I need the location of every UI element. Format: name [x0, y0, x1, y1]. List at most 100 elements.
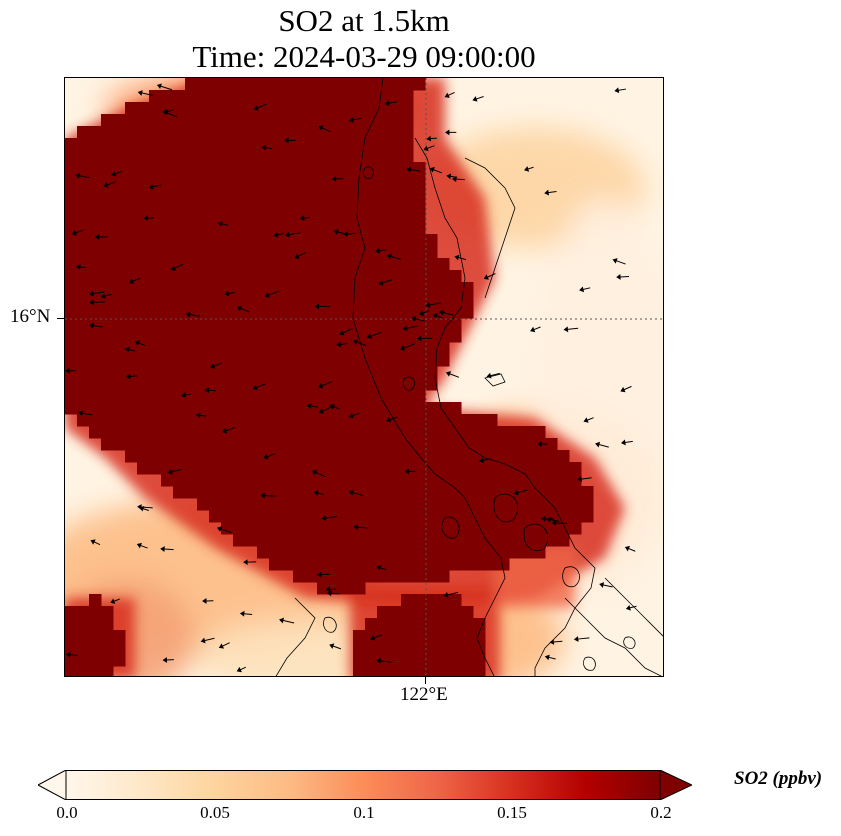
so2-cell — [65, 258, 78, 271]
map-title-line2: Time: 2024-03-29 09:00:00 — [192, 39, 536, 74]
so2-cell — [413, 438, 426, 451]
so2-cell — [209, 234, 222, 247]
so2-cell — [305, 366, 318, 379]
so2-cell — [209, 114, 222, 127]
so2-cell — [197, 402, 210, 415]
so2-cell — [209, 402, 222, 415]
so2-cell — [461, 522, 474, 535]
so2-cell — [341, 126, 354, 139]
so2-cell — [137, 138, 150, 151]
so2-cell — [425, 330, 438, 343]
so2-cell — [77, 306, 90, 319]
so2-cell — [269, 474, 282, 487]
wind-vector — [113, 598, 120, 602]
so2-cell — [161, 366, 174, 379]
so2-cell — [389, 126, 402, 139]
so2-cell — [185, 186, 198, 199]
so2-cell — [389, 282, 402, 295]
so2-cell — [269, 414, 282, 427]
so2-cell — [341, 354, 354, 367]
wind-vector-head — [253, 105, 259, 111]
so2-cell — [521, 486, 534, 499]
so2-cell — [173, 198, 186, 211]
so2-cell — [365, 510, 378, 523]
so2-cell — [149, 426, 162, 439]
so2-cell — [413, 210, 426, 223]
so2-cell — [245, 186, 258, 199]
so2-cell — [269, 306, 282, 319]
so2-cell — [89, 390, 102, 403]
so2-cell — [257, 114, 270, 127]
so2-cell — [329, 234, 342, 247]
so2-cell — [245, 462, 258, 475]
so2-cell — [365, 138, 378, 151]
wind-vector-head — [620, 386, 626, 393]
so2-cell — [425, 546, 438, 559]
so2-cell — [449, 402, 462, 415]
so2-cell — [173, 234, 186, 247]
so2-cell — [89, 198, 102, 211]
so2-cell — [233, 210, 246, 223]
so2-cell — [125, 174, 138, 187]
so2-cell — [257, 282, 270, 295]
so2-cell — [365, 414, 378, 427]
map-panel[interactable] — [64, 77, 664, 677]
so2-cell — [293, 486, 306, 499]
so2-cell — [233, 102, 246, 115]
so2-cell — [341, 366, 354, 379]
so2-cell — [269, 198, 282, 211]
wind-vector — [325, 516, 337, 519]
so2-cell — [269, 402, 282, 415]
so2-cell — [449, 462, 462, 475]
so2-cell — [233, 402, 246, 415]
so2-cell — [329, 378, 342, 391]
so2-cell — [197, 222, 210, 235]
so2-cell — [365, 258, 378, 271]
so2-cell — [353, 534, 366, 547]
so2-cell — [245, 306, 258, 319]
so2-cell — [65, 630, 78, 643]
so2-cell — [305, 486, 318, 499]
so2-cell — [413, 162, 426, 175]
so2-cell — [413, 258, 426, 271]
so2-cell — [149, 102, 162, 115]
so2-cell — [365, 402, 378, 415]
so2-cell — [293, 570, 306, 583]
so2-cell — [389, 546, 402, 559]
so2-cell — [257, 354, 270, 367]
so2-cell — [317, 366, 330, 379]
wind-vector — [243, 613, 253, 615]
so2-cell — [353, 198, 366, 211]
so2-cell — [425, 642, 438, 655]
so2-cell — [353, 402, 366, 415]
so2-cell — [221, 462, 234, 475]
so2-cell — [113, 114, 126, 127]
wind-vector-head — [378, 279, 384, 286]
so2-cell — [197, 354, 210, 367]
so2-cell — [101, 330, 114, 343]
so2-cell — [365, 174, 378, 187]
so2-cell — [233, 474, 246, 487]
so2-cell — [137, 270, 150, 283]
colorbar-tick-3: 0.15 — [497, 803, 527, 822]
so2-cell — [425, 258, 438, 271]
so2-cell — [389, 666, 402, 676]
so2-cell — [149, 270, 162, 283]
so2-cell — [377, 126, 390, 139]
so2-cell — [221, 414, 234, 427]
so2-cell — [365, 618, 378, 631]
so2-cell — [269, 342, 282, 355]
wind-vector-head — [445, 371, 452, 377]
so2-cell — [221, 342, 234, 355]
so2-cell — [113, 270, 126, 283]
so2-cell — [281, 318, 294, 331]
so2-cell — [89, 618, 102, 631]
wind-vector-head — [89, 299, 94, 306]
so2-cell — [413, 594, 426, 607]
so2-cell — [401, 558, 414, 571]
so2-cell — [281, 222, 294, 235]
so2-cell — [425, 342, 438, 355]
wind-vector-head — [124, 346, 130, 353]
so2-cell — [341, 210, 354, 223]
wind-vector-head — [162, 657, 168, 663]
